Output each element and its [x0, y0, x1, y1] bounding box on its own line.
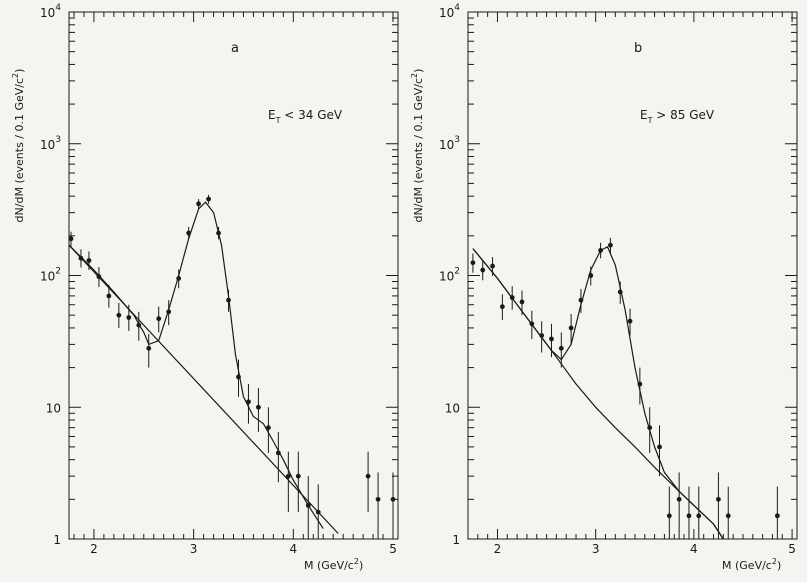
- panel-label: a: [231, 41, 239, 56]
- data-point: [578, 297, 584, 303]
- data-point: [176, 276, 182, 281]
- data-point: [146, 345, 152, 351]
- data-point: [529, 321, 535, 327]
- y-tick-label: 103: [40, 135, 61, 152]
- y-tick-label: 102: [40, 267, 61, 284]
- data-point: [519, 299, 525, 305]
- plot-frame: [68, 11, 399, 540]
- data-point: [106, 293, 112, 299]
- data-point: [509, 295, 515, 300]
- y-tick-label: 10: [445, 401, 460, 415]
- background-fit-line: [69, 244, 339, 534]
- data-point: [725, 513, 731, 519]
- data-point: [588, 273, 594, 278]
- data-point: [186, 230, 192, 236]
- total-fit-curve: [472, 245, 724, 539]
- data-point: [598, 248, 603, 253]
- x-tick-label: 2: [494, 542, 502, 556]
- data-point: [305, 502, 311, 508]
- data-point: [617, 289, 623, 295]
- data-point: [126, 315, 132, 320]
- panel-b: 2 3 4 5 1 10 102 103 104 dN/dM (events / 0.1 GeV/…: [410, 3, 798, 572]
- data-point: [647, 425, 653, 431]
- y-axis-label: dN/dM (events / 0.1 GeV/c2): [410, 69, 425, 223]
- data-point: [156, 316, 162, 322]
- data-point: [226, 297, 231, 303]
- y-tick-label: 10: [46, 401, 61, 415]
- data-point: [375, 496, 381, 502]
- data-point: [86, 258, 92, 263]
- data-point: [627, 318, 633, 324]
- data-point: [246, 399, 251, 405]
- data-point: [78, 255, 84, 261]
- et-cut-annotation: ET < 34 GeV: [268, 108, 343, 125]
- data-point: [716, 496, 721, 502]
- data-point: [116, 312, 122, 318]
- data-point: [774, 513, 780, 519]
- data-point: [539, 333, 545, 338]
- data-point: [696, 513, 702, 519]
- data-point: [295, 473, 301, 479]
- x-tick-label: 2: [90, 542, 98, 556]
- data-point: [558, 345, 564, 351]
- plot-frame: [467, 11, 798, 540]
- x-tick-label: 4: [289, 542, 297, 556]
- background-fit-line: [472, 248, 724, 539]
- y-tick-label: 1: [53, 533, 61, 547]
- data-point: [365, 473, 371, 479]
- panel-label: b: [634, 41, 642, 56]
- data-point: [136, 322, 142, 328]
- y-tick-label: 104: [40, 3, 61, 20]
- data-point: [666, 513, 672, 519]
- panel-a: 2 3 4 5 1 10 102 103 104 dN/dM (events / 0.1 GeV/…: [11, 3, 399, 572]
- data-point: [206, 196, 211, 202]
- y-tick-label: 102: [439, 267, 460, 284]
- x-axis-label: M (GeV/c2): [304, 557, 363, 572]
- data-point: [315, 509, 321, 515]
- y-axis-label: dN/dM (events / 0.1 GeV/c2): [11, 69, 26, 223]
- data-point: [275, 450, 281, 456]
- data-point: [196, 201, 202, 207]
- data-point: [480, 267, 486, 273]
- data-point: [549, 336, 554, 342]
- data-point: [236, 374, 241, 380]
- data-point: [686, 513, 692, 519]
- data-point: [216, 230, 221, 236]
- x-tick-label: 5: [788, 542, 796, 556]
- data-point: [256, 404, 261, 410]
- data-point: [470, 260, 476, 266]
- et-cut-annotation: ET > 85 GeV: [640, 108, 715, 125]
- data-point: [265, 425, 271, 431]
- data-point: [285, 473, 291, 479]
- data-point: [676, 496, 682, 502]
- data-point: [568, 325, 574, 331]
- x-tick-label: 4: [690, 542, 698, 556]
- y-tick-label: 1: [452, 533, 460, 547]
- x-tick-label: 5: [389, 542, 397, 556]
- y-tick-label: 104: [439, 3, 460, 20]
- data-point: [608, 242, 613, 248]
- x-tick-label: 3: [592, 542, 600, 556]
- data-point: [637, 381, 643, 387]
- x-tick-label: 3: [190, 542, 198, 556]
- x-axis-label: M (GeV/c2): [722, 557, 781, 572]
- data-point: [499, 304, 505, 310]
- data-point: [490, 263, 495, 269]
- data-point: [68, 236, 74, 242]
- data-point: [166, 309, 172, 315]
- data-point: [657, 444, 662, 450]
- y-tick-label: 103: [439, 135, 460, 152]
- total-fit-curve: [69, 201, 324, 529]
- data-point: [96, 274, 102, 280]
- data-point: [390, 496, 396, 502]
